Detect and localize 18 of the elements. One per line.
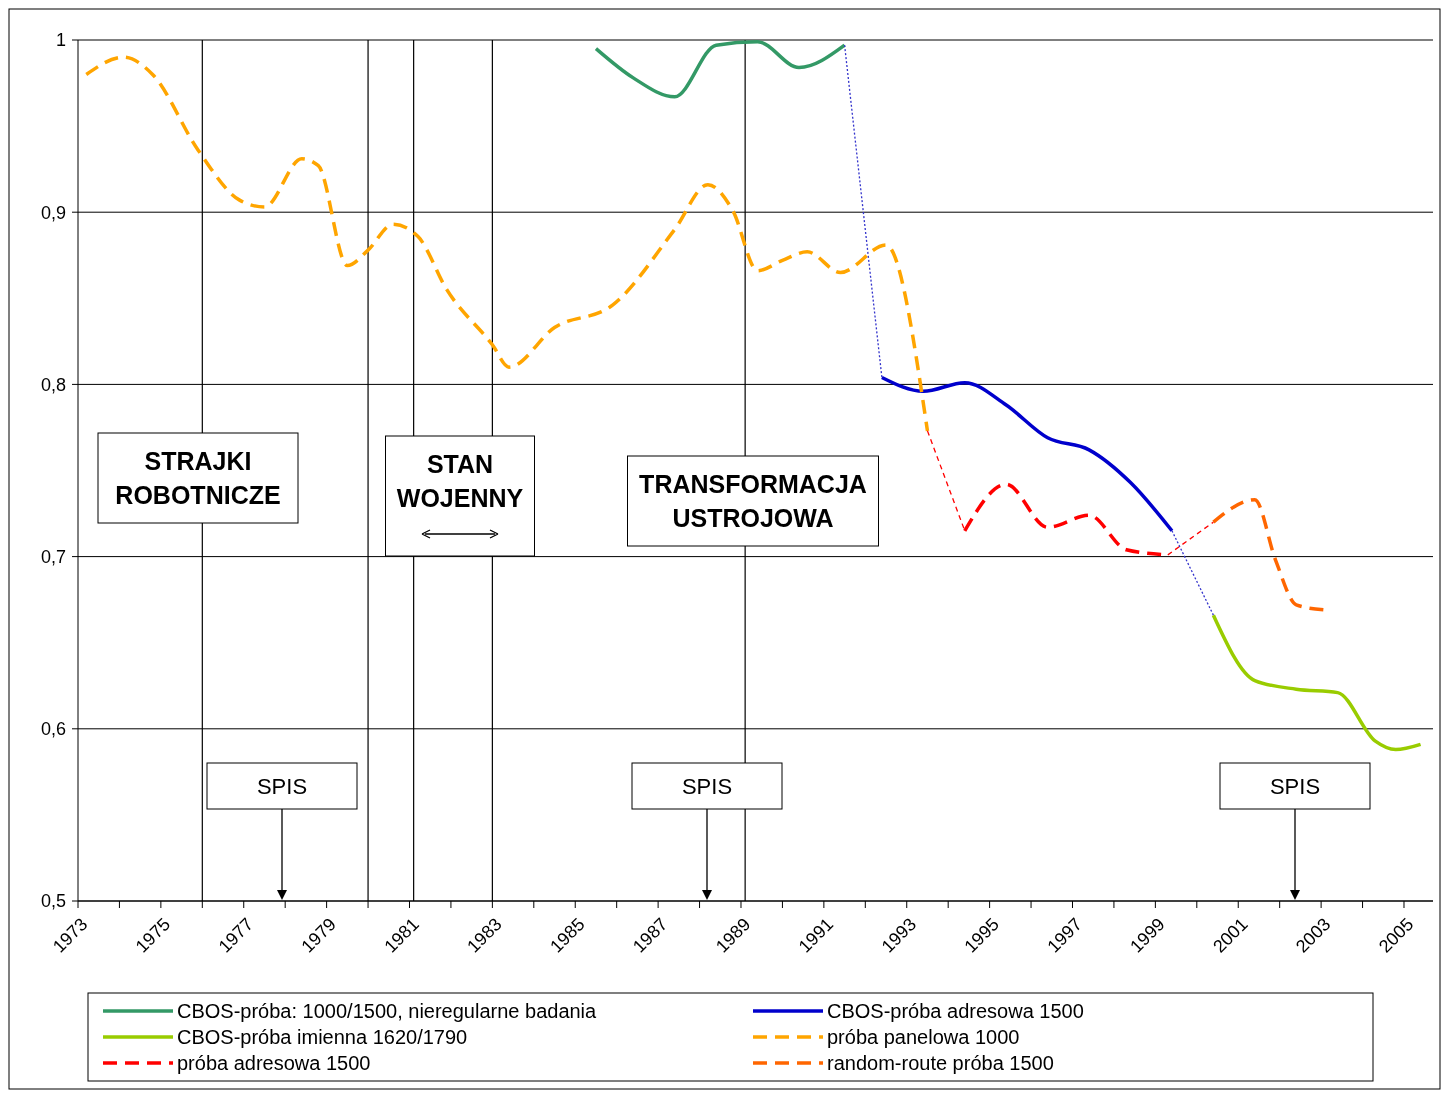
legend-label: CBOS-próba imienna 1620/1790 bbox=[177, 1026, 468, 1048]
legend-label: CBOS-próba adresowa 1500 bbox=[827, 1000, 1084, 1022]
legend-label: próba panelowa 1000 bbox=[827, 1026, 1020, 1048]
annotation: TRANSFORMACJA USTROJOWA bbox=[639, 470, 867, 532]
legend-label: CBOS-próba: 1000/1500, nieregularne badania bbox=[177, 1000, 598, 1022]
annotation: SPIS bbox=[681, 773, 733, 799]
y-tick-label: 0,6 bbox=[40, 719, 66, 740]
annotation: SPIS bbox=[1269, 773, 1321, 799]
y-tick-label: 0,8 bbox=[40, 374, 66, 395]
annotation: SPIS bbox=[256, 773, 308, 799]
legend-label: próba adresowa 1500 bbox=[177, 1052, 371, 1074]
y-tick-label: 0,9 bbox=[40, 202, 66, 223]
annotation: STAN WOJENNY bbox=[396, 450, 524, 512]
y-tick-label: 1 bbox=[55, 30, 66, 51]
y-tick-label: 0,5 bbox=[40, 891, 66, 912]
legend-label: random-route próba 1500 bbox=[827, 1052, 1054, 1074]
y-tick-label: 0,7 bbox=[40, 546, 66, 567]
annotation: STRAJKI ROBOTNICZE bbox=[115, 447, 281, 509]
